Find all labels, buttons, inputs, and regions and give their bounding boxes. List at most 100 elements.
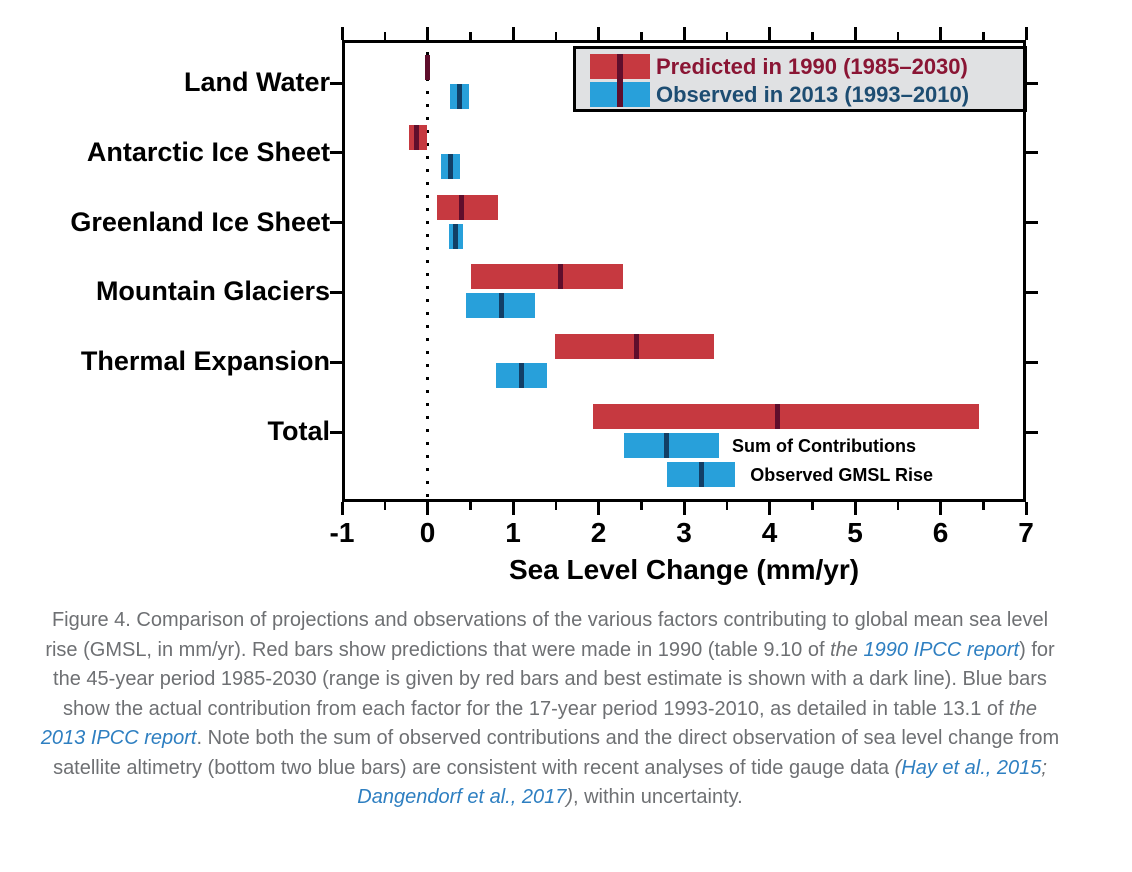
x-major-tick-bottom: [939, 502, 942, 515]
y-tick-left: [330, 221, 342, 225]
caption-text: the: [830, 638, 864, 661]
y-tick-left: [330, 430, 342, 434]
plot-border: [342, 40, 1026, 502]
x-tick-label: 5: [847, 517, 863, 548]
observed-bar-best-line: [457, 84, 463, 109]
x-minor-tick-bottom: [640, 502, 643, 510]
x-tick-label: 1: [505, 517, 521, 548]
predicted-bar: [554, 334, 714, 360]
category-label: Mountain Glaciers: [95, 276, 330, 307]
y-tick-right: [1026, 81, 1038, 85]
caption-text: ;: [1041, 756, 1047, 779]
x-minor-tick-bottom: [554, 502, 558, 510]
x-minor-tick-top: [982, 32, 985, 40]
x-major-tick-bottom: [340, 502, 344, 515]
x-major-tick-bottom: [768, 502, 771, 515]
x-major-tick-bottom: [1024, 502, 1028, 515]
category-label: Antarctic Ice Sheet: [86, 136, 330, 167]
category-label: Land Water: [183, 67, 330, 97]
x-tick-label: 7: [1018, 517, 1034, 548]
x-tick-label: 3: [676, 517, 692, 548]
x-major-tick-top: [426, 27, 429, 40]
x-minor-tick-bottom: [811, 502, 814, 510]
caption-text: the: [1009, 697, 1037, 720]
x-minor-tick-bottom: [383, 502, 387, 510]
x-minor-tick-top: [469, 32, 472, 40]
y-tick-right: [1026, 221, 1038, 225]
y-tick-left: [330, 290, 342, 294]
x-minor-tick-top: [811, 32, 814, 40]
caption-text: ): [566, 786, 573, 808]
legend: Predicted in 1990 (1985–2030) Observed i…: [573, 46, 1027, 112]
x-minor-tick-top: [554, 32, 558, 40]
x-minor-tick-top: [640, 32, 643, 40]
caption-text: Figure 4. Comparison of projections and …: [45, 609, 1049, 661]
x-tick-label: 6: [932, 517, 949, 548]
y-tick-right: [1026, 151, 1038, 155]
caption-link[interactable]: Dangendorf et al., 2017: [357, 786, 567, 808]
x-minor-tick-top: [896, 32, 900, 40]
x-major-tick-top: [511, 27, 515, 40]
observed-gmsl-bar-best-line: [699, 461, 705, 487]
legend-best-estimate-line: [617, 54, 623, 107]
category-label: Greenland Ice Sheet: [70, 206, 330, 237]
x-major-tick-top: [768, 27, 771, 40]
figure-caption: Figure 4. Comparison of projections and …: [40, 606, 1060, 813]
caption-link[interactable]: Hay et al., 2015: [901, 756, 1042, 779]
observed-bar-best-line: [498, 293, 504, 319]
x-axis-title: Sea Level Change (mm/yr): [508, 554, 860, 585]
sea-level-comparison-chart: Predicted in 1990 (1985–2030) Observed i…: [70, 27, 1038, 585]
observed-bar-best-line: [453, 223, 459, 249]
x-tick-label: 2: [590, 517, 607, 548]
legend-label-observed: Observed in 2013 (1993–2010): [656, 82, 970, 107]
x-major-tick-bottom: [426, 502, 429, 515]
x-major-tick-bottom: [682, 502, 686, 515]
x-major-tick-top: [1024, 27, 1028, 40]
x-tick-label: 4: [761, 517, 778, 548]
caption-text: . Note both the sum of observed contribu…: [53, 727, 1060, 779]
predicted-bar-best-line: [634, 334, 640, 360]
caption-text: , within uncertainty.: [573, 786, 743, 808]
predicted-bar-best-line: [413, 124, 419, 150]
predicted-bar-best-line: [425, 55, 430, 80]
zero-reference-line: [426, 52, 429, 500]
predicted-bar-best-line: [459, 194, 465, 220]
observed-gmsl-bar-label: Observed GMSL Rise: [750, 465, 934, 485]
predicted-bar-best-line: [558, 264, 564, 290]
x-major-tick-bottom: [511, 502, 515, 515]
x-major-tick-bottom: [597, 502, 600, 515]
y-tick-left: [330, 151, 342, 155]
x-minor-tick-top: [383, 32, 387, 40]
caption-link[interactable]: 2013 IPCC report: [40, 727, 197, 749]
observed-bar: [624, 433, 720, 458]
x-major-tick-top: [340, 27, 344, 40]
observed-bar-best-line: [448, 153, 454, 179]
observed-bar-best-line: [664, 433, 670, 458]
x-minor-tick-bottom: [896, 502, 900, 510]
y-tick-right: [1026, 430, 1038, 434]
predicted-bar: [592, 404, 979, 429]
x-major-tick-top: [597, 27, 600, 40]
y-tick-right: [1026, 360, 1038, 364]
observed-bar-best-line: [519, 363, 525, 389]
caption-link[interactable]: 1990 IPCC report: [863, 638, 1020, 661]
x-major-tick-top: [939, 27, 942, 40]
x-minor-tick-top: [725, 32, 729, 40]
legend-label-predicted: Predicted in 1990 (1985–2030): [656, 54, 968, 79]
y-tick-right: [1026, 290, 1038, 294]
x-minor-tick-bottom: [469, 502, 472, 510]
category-label: Total: [267, 416, 331, 446]
x-major-tick-bottom: [853, 502, 857, 515]
x-minor-tick-bottom: [725, 502, 729, 510]
x-minor-tick-bottom: [982, 502, 985, 510]
predicted-bar: [471, 264, 624, 290]
x-tick-label: -1: [329, 517, 355, 548]
predicted-bar-best-line: [774, 404, 780, 429]
x-tick-label: 0: [419, 517, 436, 548]
predicted-bar: [436, 194, 499, 220]
x-major-tick-top: [853, 27, 857, 40]
observed-bar-label: Sum of Contributions: [732, 436, 917, 456]
y-tick-left: [330, 360, 342, 364]
category-label: Thermal Expansion: [80, 346, 330, 377]
